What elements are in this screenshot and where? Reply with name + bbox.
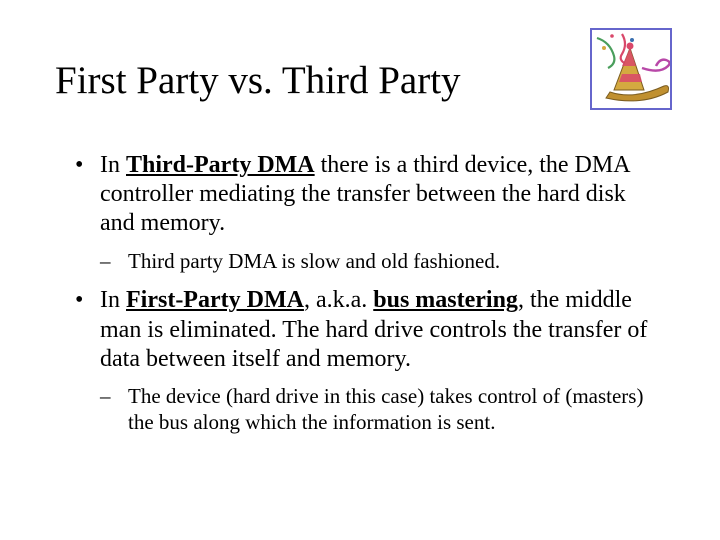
sub-bullet-item: Third party DMA is slow and old fashione… <box>100 249 665 275</box>
sub-bullet-text: Third party DMA is slow and old fashione… <box>128 249 500 273</box>
bullet-text-prefix: In <box>100 287 126 313</box>
slide-container: First Party vs. Third Party In Third-Par… <box>0 0 720 540</box>
bullet-item: In First-Party DMA, a.k.a. bus mastering… <box>75 286 665 435</box>
sub-bullet-text: The device (hard drive in this case) tak… <box>128 384 643 434</box>
party-hat-clipart <box>590 28 672 110</box>
bullet-emphasis-2: bus mastering <box>373 287 518 313</box>
bullet-emphasis: Third-Party DMA <box>126 152 315 178</box>
slide-body: In Third-Party DMA there is a third devi… <box>55 151 665 435</box>
bullet-item: In Third-Party DMA there is a third devi… <box>75 151 665 274</box>
sub-bullet-list: Third party DMA is slow and old fashione… <box>100 249 665 275</box>
title-row: First Party vs. Third Party <box>55 60 665 103</box>
sub-bullet-list: The device (hard drive in this case) tak… <box>100 384 665 435</box>
bullet-text-prefix: In <box>100 152 126 178</box>
bullet-text-mid: , a.k.a. <box>304 287 373 313</box>
sub-bullet-item: The device (hard drive in this case) tak… <box>100 384 665 435</box>
slide-title: First Party vs. Third Party <box>55 60 461 103</box>
bullet-emphasis: First-Party DMA <box>126 287 304 313</box>
bullet-list: In Third-Party DMA there is a third devi… <box>75 151 665 435</box>
